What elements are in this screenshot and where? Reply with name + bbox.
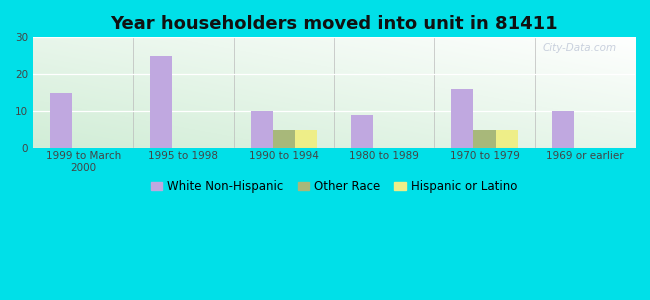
- Bar: [273, 130, 295, 148]
- Title: Year householders moved into unit in 81411: Year householders moved into unit in 814…: [111, 15, 558, 33]
- Bar: [552, 111, 574, 148]
- Bar: [451, 89, 473, 148]
- Text: City-Data.com: City-Data.com: [543, 43, 617, 53]
- Bar: [150, 56, 172, 148]
- Bar: [473, 130, 495, 148]
- Bar: [50, 93, 72, 148]
- Legend: White Non-Hispanic, Other Race, Hispanic or Latino: White Non-Hispanic, Other Race, Hispanic…: [146, 176, 522, 198]
- Bar: [495, 130, 517, 148]
- Bar: [251, 111, 273, 148]
- Bar: [351, 115, 373, 148]
- Bar: [295, 130, 317, 148]
